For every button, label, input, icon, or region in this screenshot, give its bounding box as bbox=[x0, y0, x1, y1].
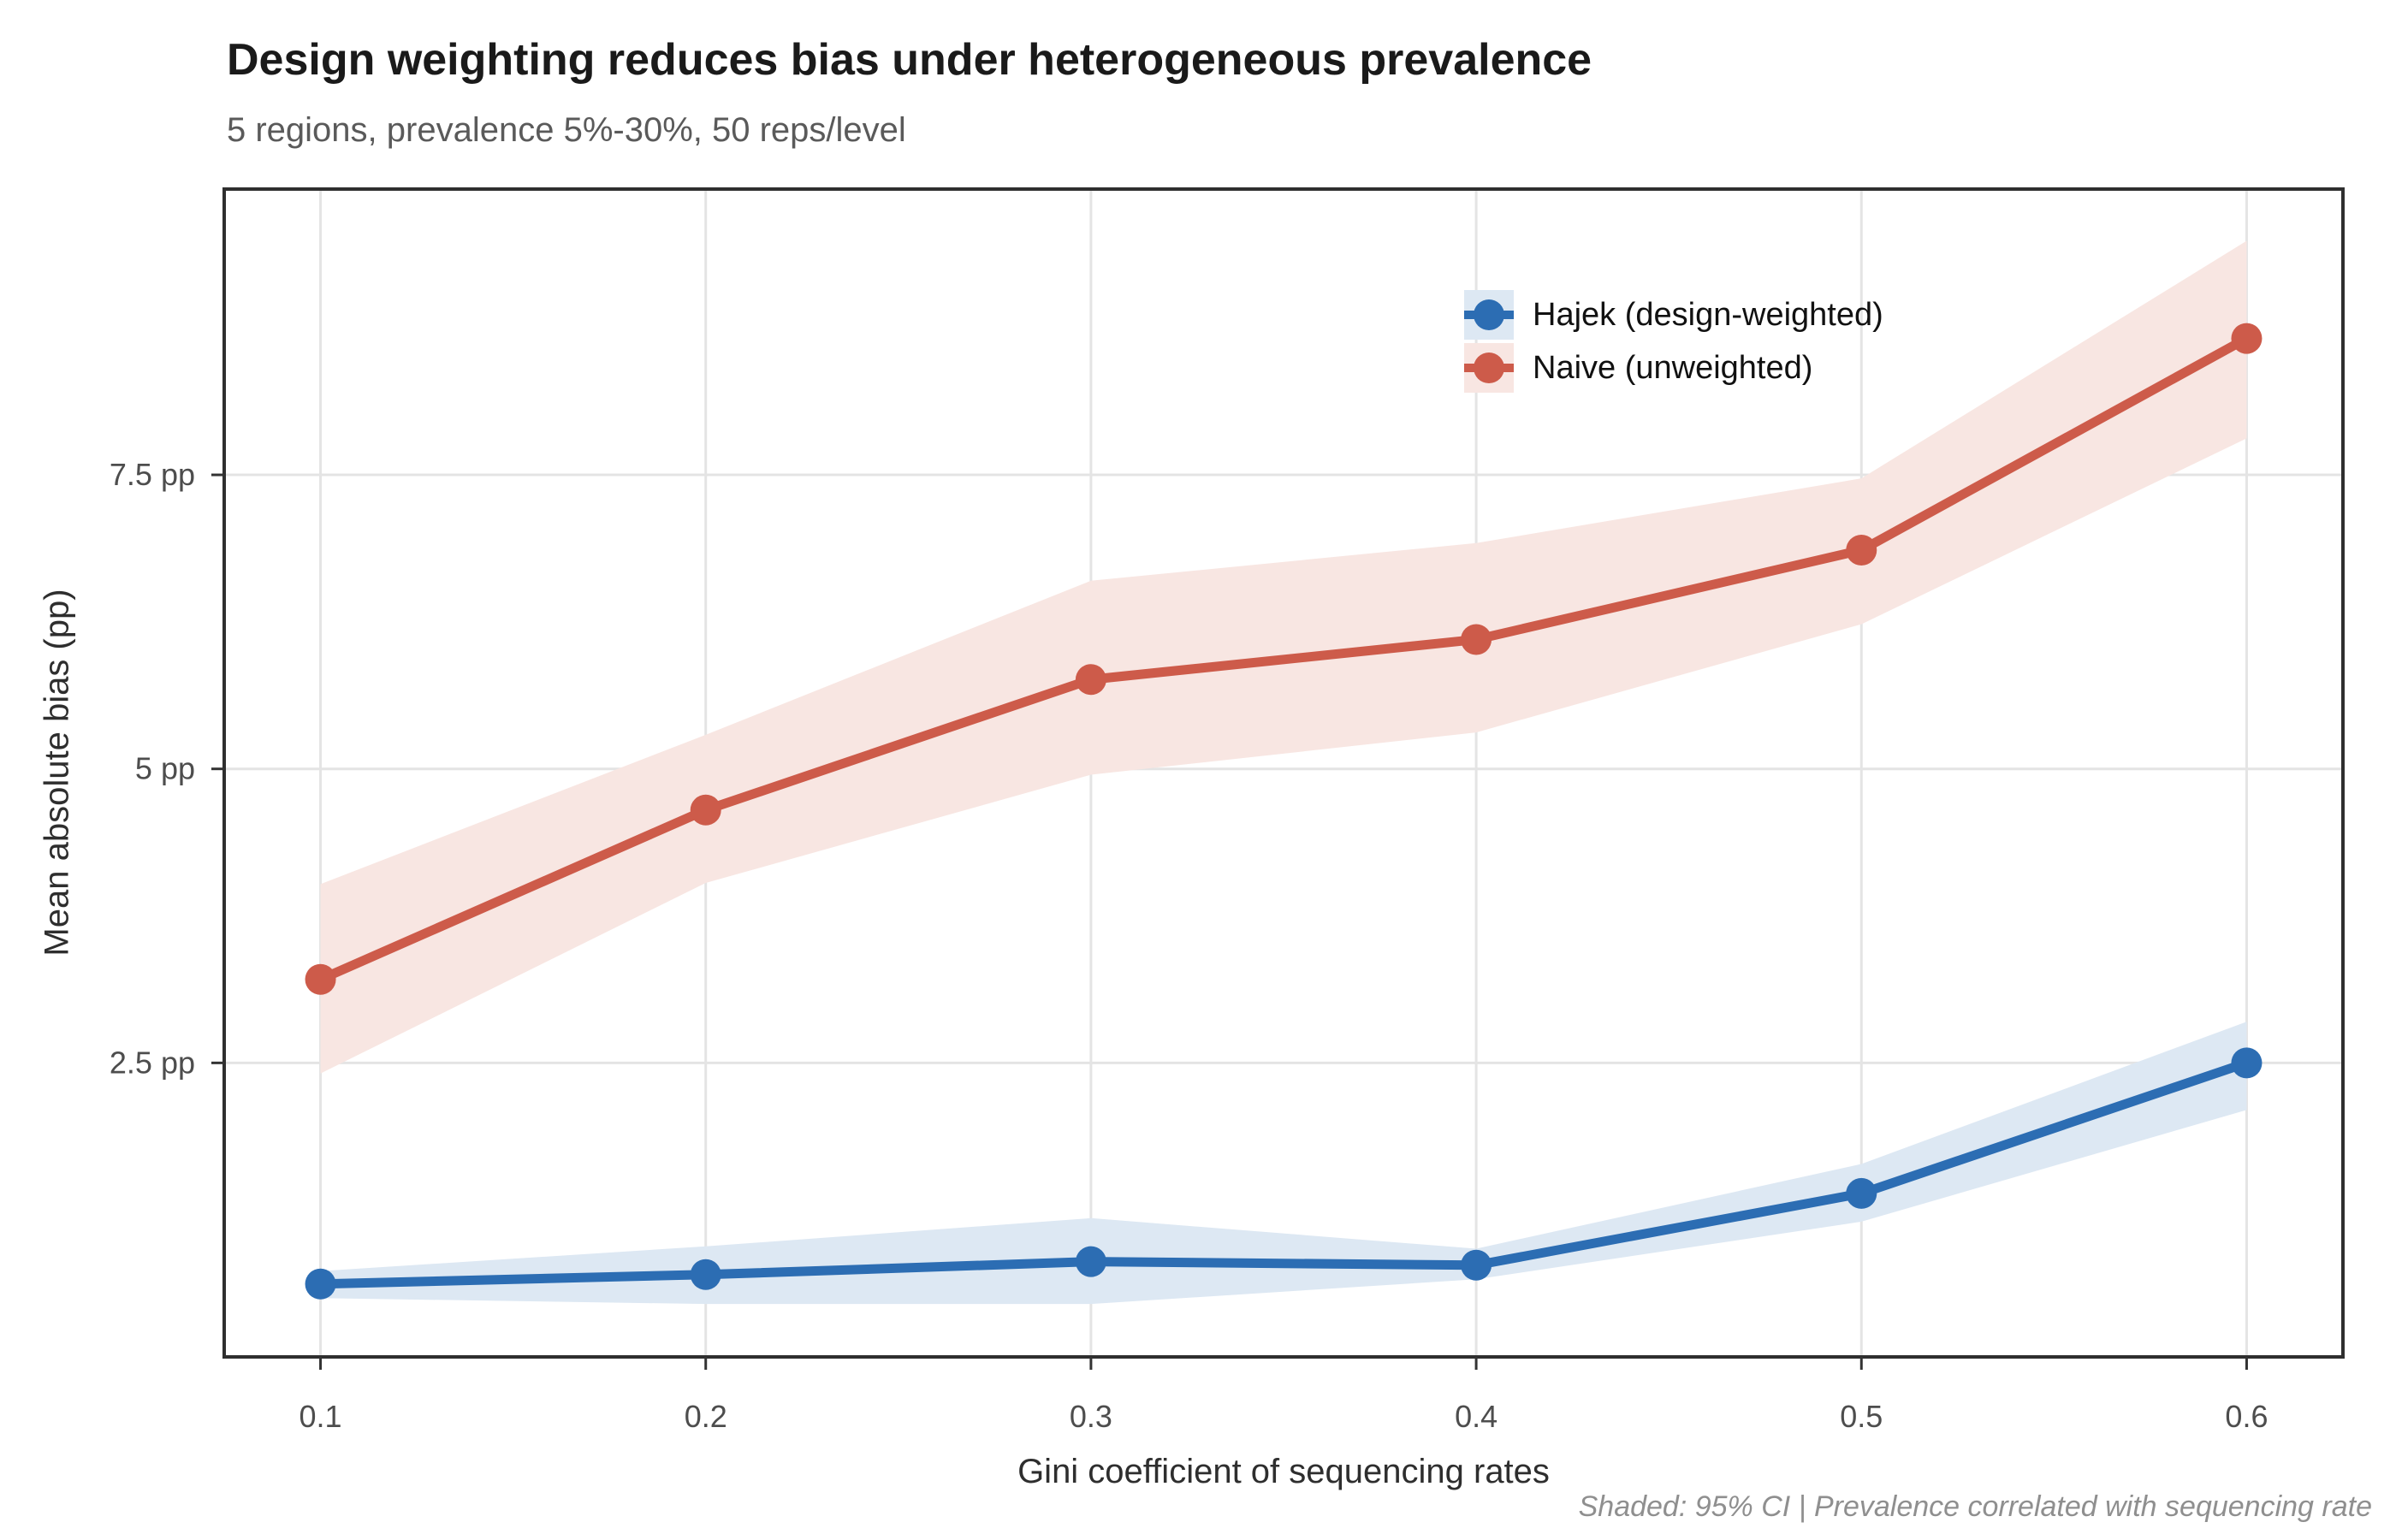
legend-item-hajek: Hajek (design-weighted) bbox=[1464, 290, 1883, 340]
chart-caption: Shaded: 95% CI | Prevalence correlated w… bbox=[1578, 1490, 2372, 1523]
x-tick-label: 0.4 bbox=[1455, 1399, 1498, 1434]
data-point bbox=[690, 794, 721, 826]
legend-label: Naive (unweighted) bbox=[1533, 349, 1813, 386]
data-point bbox=[2231, 1047, 2263, 1079]
confidence-ribbon bbox=[320, 1022, 2247, 1305]
legend-key-naive bbox=[1464, 343, 1514, 393]
data-point bbox=[2231, 323, 2263, 354]
legend-item-naive: Naive (unweighted) bbox=[1464, 343, 1883, 393]
x-tick-label: 0.6 bbox=[2225, 1399, 2268, 1434]
data-point bbox=[1846, 1177, 1877, 1209]
legend-dot-swatch bbox=[1474, 352, 1504, 383]
x-tick-label: 0.3 bbox=[1070, 1399, 1112, 1434]
x-tick-label: 0.1 bbox=[300, 1399, 342, 1434]
y-tick-label: 5 pp bbox=[135, 751, 195, 786]
series-line bbox=[316, 334, 2251, 985]
chart-subtitle: 5 regions, prevalence 5%-30%, 50 reps/le… bbox=[227, 111, 906, 149]
data-point bbox=[1075, 1246, 1106, 1277]
legend-dot-swatch bbox=[1474, 299, 1504, 330]
data-point bbox=[690, 1259, 721, 1290]
x-axis-title: Gini coefficient of sequencing rates bbox=[1017, 1453, 1550, 1490]
x-tick-label: 0.2 bbox=[685, 1399, 727, 1434]
panel-border bbox=[222, 187, 2345, 1359]
legend-label: Hajek (design-weighted) bbox=[1533, 296, 1883, 333]
data-point bbox=[1461, 624, 1492, 655]
y-tick-label: 7.5 pp bbox=[110, 457, 195, 492]
chart-title: Design weighting reduces bias under hete… bbox=[227, 35, 1592, 85]
data-point bbox=[1075, 664, 1106, 696]
data-point bbox=[305, 1268, 336, 1300]
series-line bbox=[316, 1057, 2251, 1289]
y-tick-label: 2.5 pp bbox=[110, 1045, 195, 1080]
y-axis-title: Mean absolute bias (pp) bbox=[38, 589, 76, 957]
legend: Hajek (design-weighted) Naive (unweighte… bbox=[1464, 290, 1883, 393]
legend-key-hajek bbox=[1464, 290, 1514, 340]
x-tick-label: 0.5 bbox=[1840, 1399, 1883, 1434]
data-point bbox=[1461, 1249, 1492, 1281]
data-point bbox=[305, 963, 336, 995]
data-point bbox=[1846, 535, 1877, 566]
